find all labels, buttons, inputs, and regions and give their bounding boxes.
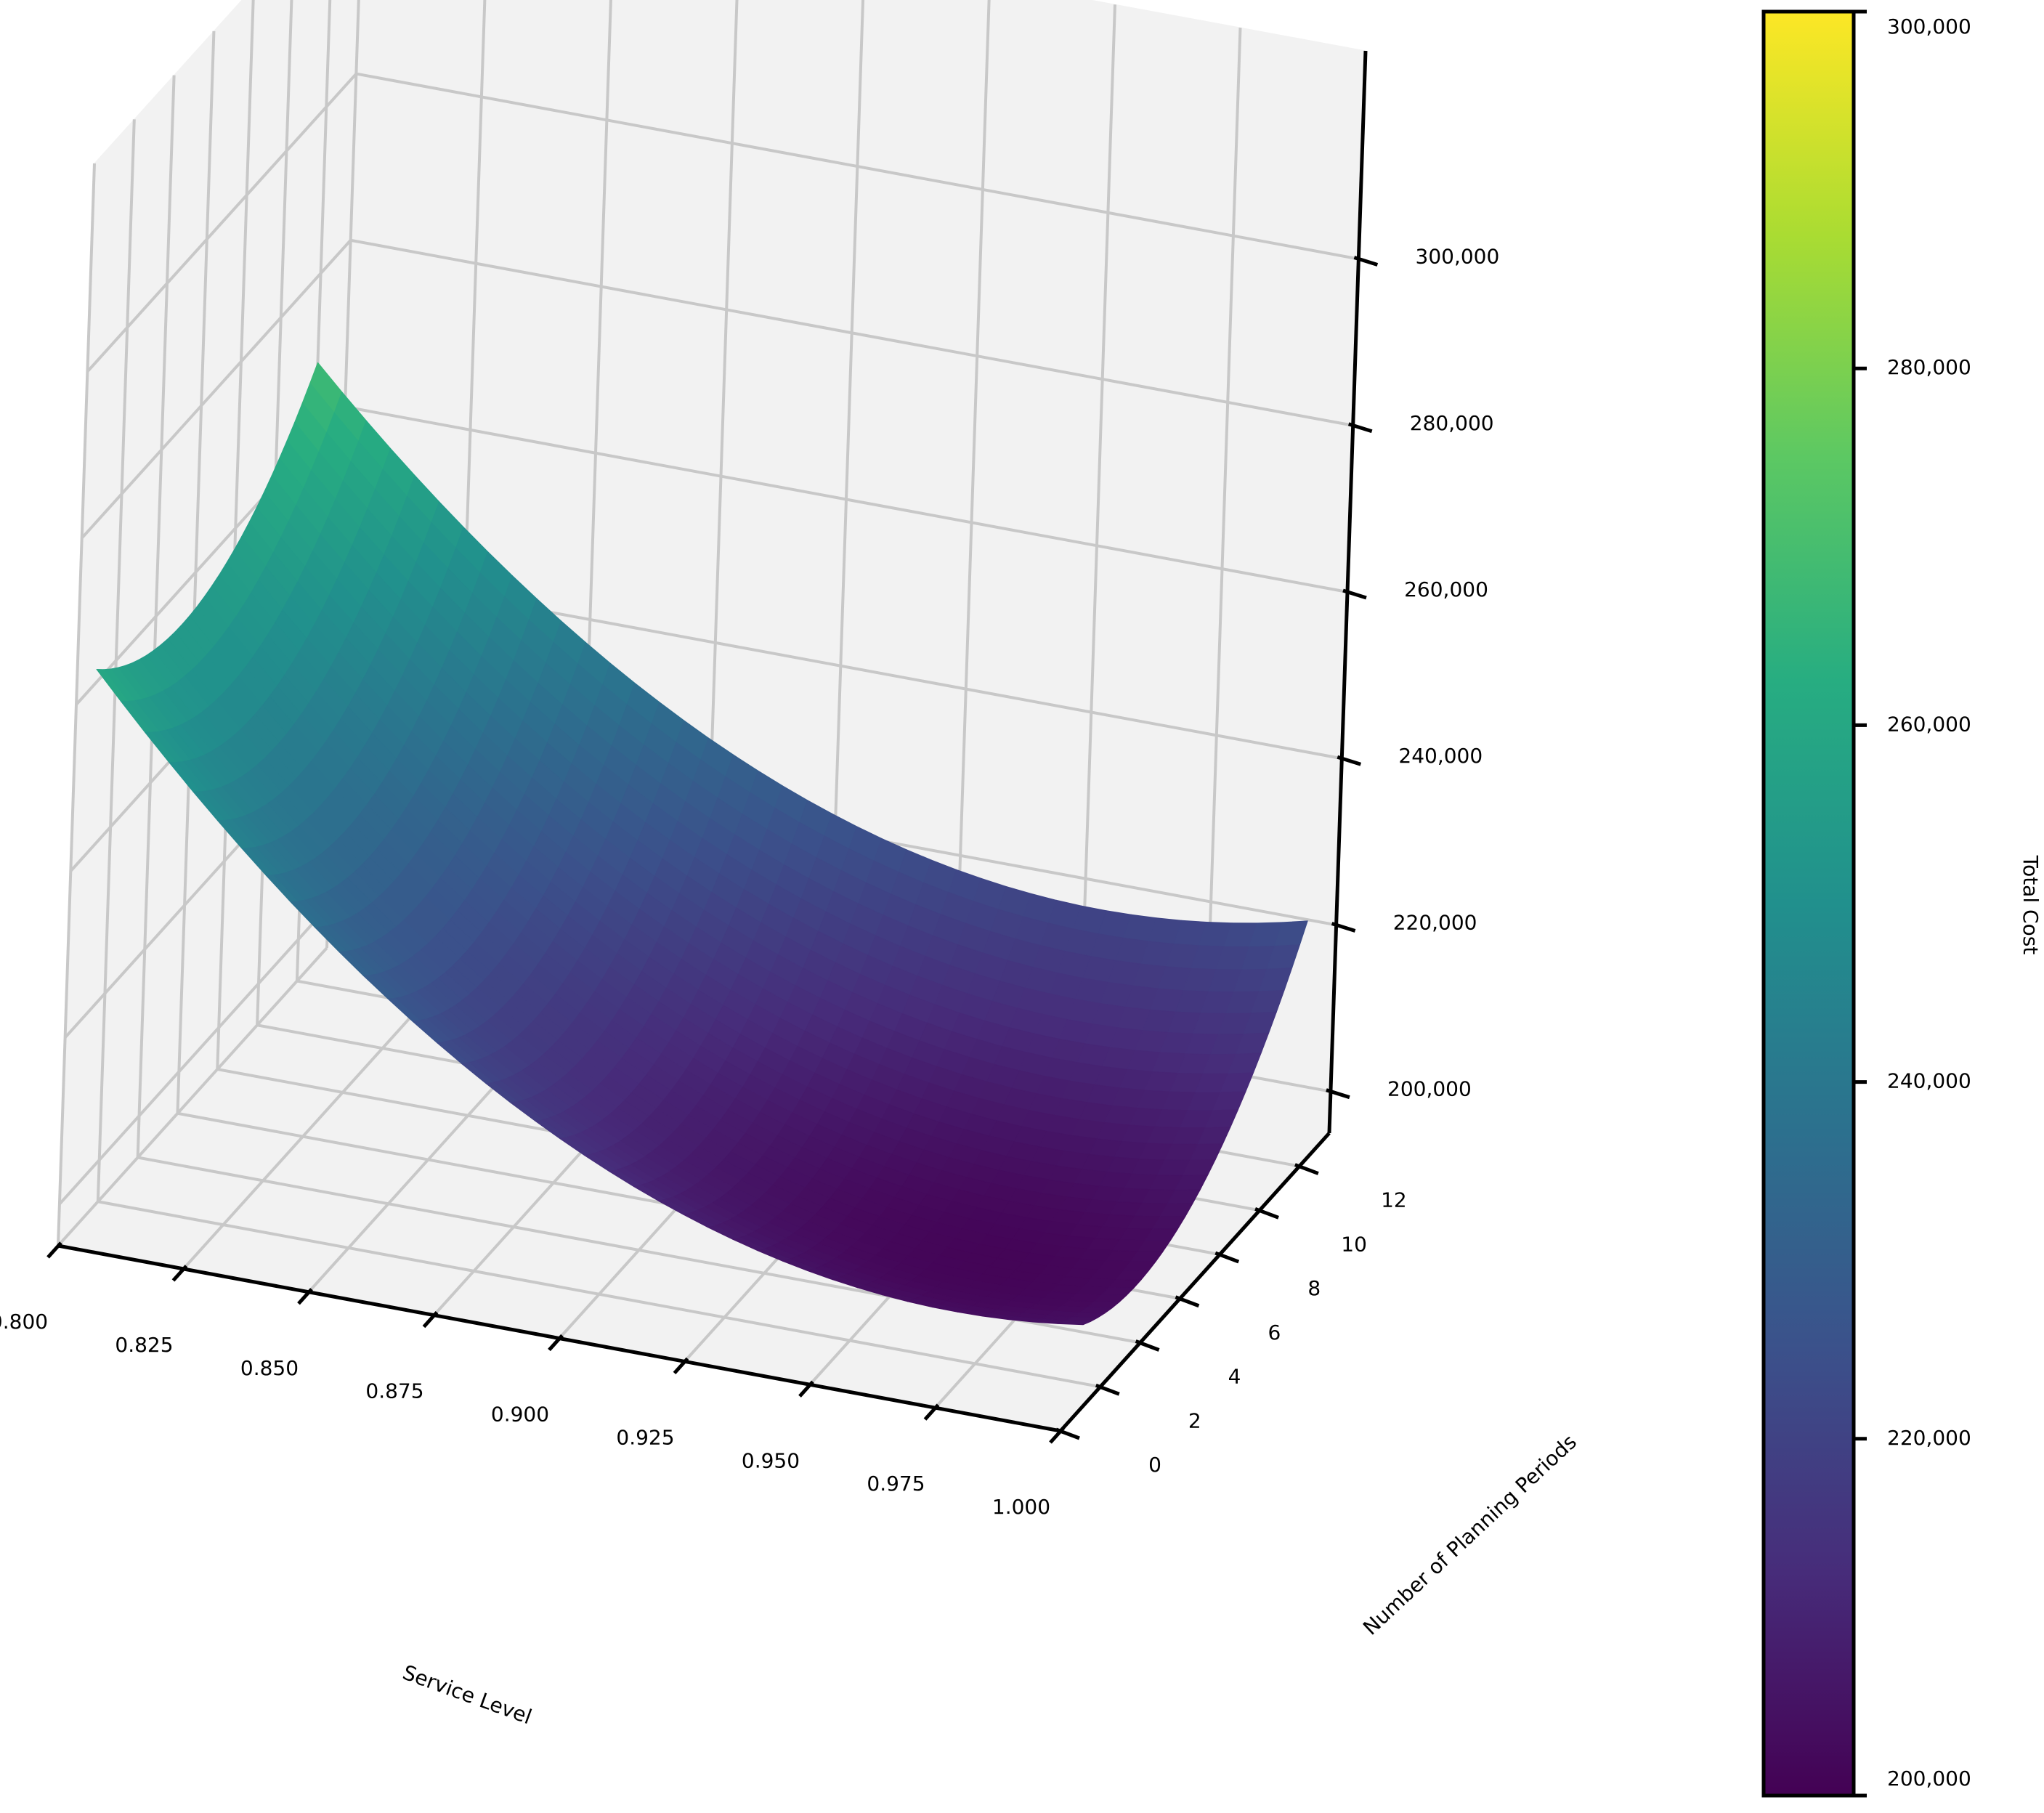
- x-tick-label: 0.800: [0, 1310, 48, 1334]
- z-tick: [1326, 1088, 1350, 1100]
- grid-line: [57, 946, 328, 1247]
- y-tick-label: 6: [1268, 1321, 1281, 1344]
- y-tick-label: 12: [1381, 1188, 1407, 1212]
- z-tick-label: 300,000: [1416, 245, 1500, 269]
- y-tick-label: 0: [1148, 1453, 1161, 1477]
- z-tick: [1337, 755, 1362, 766]
- grid-line: [356, 72, 1359, 261]
- y-tick-label: 2: [1188, 1408, 1201, 1432]
- grid-line: [344, 405, 1348, 593]
- surface-mesh: [96, 362, 1308, 1326]
- y-tick-label: 4: [1228, 1365, 1241, 1389]
- colorbar-tick-label: 300,000: [1887, 15, 1971, 38]
- colorbar-tick-label: 240,000: [1887, 1069, 1971, 1093]
- z-tick-label: 260,000: [1404, 577, 1488, 601]
- y-tick: [1214, 1251, 1240, 1264]
- y-tick: [1135, 1339, 1160, 1352]
- x-tick: [798, 1380, 814, 1398]
- x-axis-ticks: 0.800 0.825 0.850 0.875 0.900 0.925 0.950 0.975…: [0, 1241, 1065, 1519]
- surface-patch: [1058, 1320, 1091, 1326]
- y-tick: [1175, 1295, 1200, 1308]
- y-tick: [1055, 1427, 1080, 1440]
- z-tick-label: 200,000: [1387, 1077, 1472, 1101]
- y-axis-label: Number of Planning Periods: [1358, 1429, 1581, 1639]
- z-tick: [1331, 922, 1356, 933]
- y-tick-label: 8: [1307, 1276, 1321, 1300]
- x-tick: [548, 1334, 564, 1352]
- x-axis-label: Service Level: [400, 1660, 535, 1729]
- x-tick-label: 0.825: [115, 1333, 173, 1357]
- colorbar-tick-label: 280,000: [1887, 355, 1971, 379]
- z-tick-label: 240,000: [1398, 744, 1483, 768]
- grid-line: [182, 970, 453, 1270]
- x-tick: [422, 1310, 439, 1329]
- colorbar-label: Total Cost: [2019, 855, 2043, 955]
- z-tick: [1347, 422, 1373, 434]
- colorbar-tick-label: 220,000: [1887, 1426, 1971, 1450]
- x-tick: [171, 1265, 188, 1282]
- x-tick-label: 0.950: [742, 1448, 800, 1472]
- x-tick-label: 0.925: [616, 1425, 674, 1449]
- grid-line: [58, 905, 330, 1206]
- x-tick-label: 0.850: [240, 1356, 299, 1380]
- colorbar-tick-label: 260,000: [1887, 712, 1971, 736]
- colorbar-tick-label: 200,000: [1887, 1767, 1971, 1790]
- z-tick: [1342, 588, 1367, 600]
- z-tick: [1353, 256, 1379, 267]
- y-axis-ticks: 0 2 4 6 8 10 12: [1055, 1163, 1407, 1477]
- x-tick: [297, 1288, 313, 1305]
- x-tick: [46, 1241, 62, 1259]
- y-tick-label: 10: [1341, 1232, 1367, 1256]
- y-tick: [1095, 1383, 1120, 1396]
- x-tick-label: 1.000: [992, 1495, 1050, 1519]
- x-tick: [923, 1403, 940, 1421]
- x-tick-label: 0.900: [491, 1403, 549, 1427]
- y-tick: [1294, 1163, 1319, 1175]
- grid-line: [350, 238, 1354, 427]
- grid-line: [81, 239, 352, 540]
- grid-line: [97, 1200, 1101, 1389]
- grid-line: [86, 73, 357, 373]
- colorbar: [1761, 9, 1856, 1798]
- z-tick-label: 220,000: [1393, 911, 1477, 935]
- z-axis-ticks: 200,000 220,000 240,000 260,000 280,000 300,0…: [1326, 245, 1499, 1101]
- z-tick-label: 280,000: [1410, 411, 1494, 435]
- colorbar-ticks: 200,000 220,000 240,000 260,000 280,000 300,0…: [1854, 9, 1971, 1798]
- y-axis-line: [1059, 1132, 1331, 1432]
- x-tick-label: 0.875: [365, 1379, 423, 1403]
- y-tick: [1254, 1206, 1279, 1220]
- x-tick-label: 0.975: [867, 1472, 925, 1496]
- x-tick: [673, 1357, 689, 1375]
